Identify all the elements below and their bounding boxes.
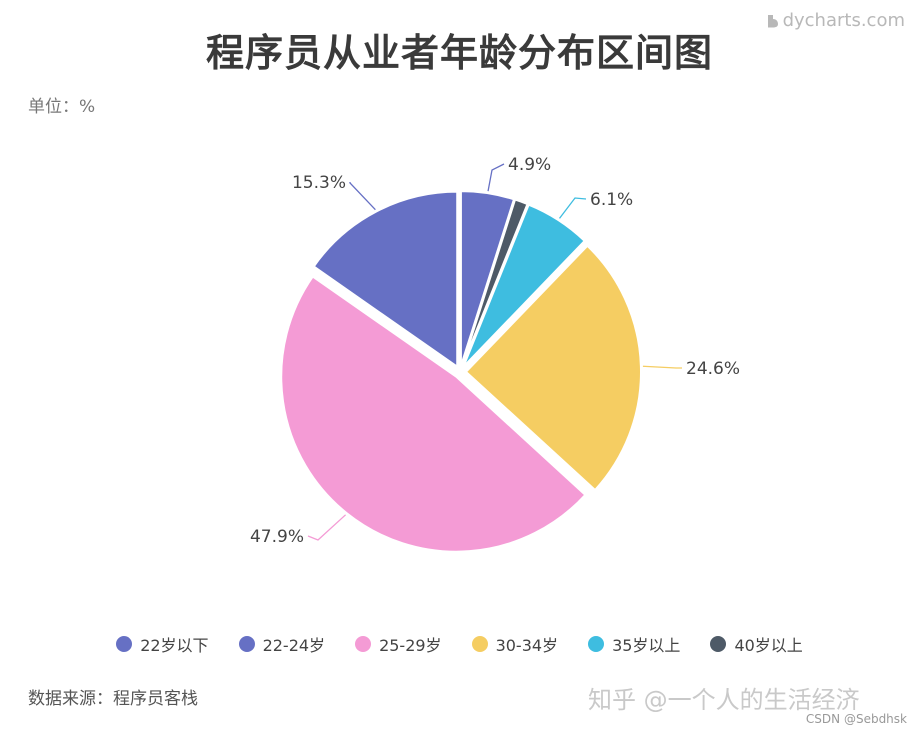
legend-item-0[interactable]: 22岁以下	[116, 632, 209, 656]
logo-text: dycharts.com	[782, 10, 905, 31]
legend-swatch-4	[588, 636, 605, 652]
dycharts-logo-icon	[767, 14, 778, 27]
data-label-3: 24.6%	[686, 359, 740, 379]
leader-line-3	[642, 365, 682, 369]
legend-swatch-1	[238, 636, 255, 652]
leader-line-2	[558, 197, 587, 219]
legend-swatch-3	[471, 636, 488, 652]
dycharts-logo[interactable]: dycharts.com	[765, 10, 905, 31]
pie-slice-3	[464, 244, 642, 491]
legend-swatch-0	[116, 636, 133, 652]
data-label-4: 47.9%	[250, 527, 304, 547]
data-source: 数据来源：程序员客栈	[28, 689, 198, 709]
pie-slice-0	[459, 190, 515, 368]
legend-item-2[interactable]: 25-29岁	[355, 632, 442, 656]
pie-slices	[280, 190, 642, 553]
csdn-watermark: CSDN @Sebdhsk	[805, 712, 907, 726]
legend-label-1: 22-24岁	[262, 636, 326, 655]
legend-item-4[interactable]: 35岁以上	[588, 632, 680, 656]
legend-item-1[interactable]: 22-24岁	[238, 632, 326, 656]
legend-swatch-2	[355, 636, 372, 652]
legend-label-3: 30-34岁	[495, 636, 559, 655]
chart-title: 程序员从业者年龄分布区间图	[205, 31, 713, 75]
pie-chart: 4.9% 6.1% 24.6% 47.9% 15.3%	[250, 155, 740, 553]
legend-item-5[interactable]: 40岁以上	[710, 632, 803, 656]
pie-labels: 4.9% 6.1% 24.6% 47.9% 15.3%	[250, 155, 740, 547]
legend-item-3[interactable]: 30-34岁	[471, 632, 559, 656]
legend-label-2: 25-29岁	[379, 636, 442, 655]
legend-label-4: 35岁以上	[612, 636, 681, 655]
data-label-0: 4.9%	[508, 155, 551, 175]
data-label-2: 6.1%	[590, 190, 633, 210]
leader-line-4	[307, 514, 347, 541]
leader-line-0	[487, 163, 505, 192]
leader-line-5	[349, 182, 376, 211]
pie-slice-1	[461, 198, 529, 368]
data-label-5: 15.3%	[292, 173, 346, 193]
legend-label-0: 22岁以下	[140, 636, 209, 655]
pie-slice-5	[312, 190, 459, 368]
zhihu-watermark: 知乎 @一个人的生活经济	[588, 686, 860, 714]
pie-slice-4	[280, 275, 587, 553]
chart-legend: 22岁以下 22-24岁 25-29岁 30-34岁 35岁以上 40岁以上	[0, 632, 919, 656]
legend-label-5: 40岁以上	[734, 636, 803, 655]
pie-slice-2	[462, 203, 586, 368]
unit-label: 单位：%	[28, 97, 96, 117]
legend-swatch-5	[710, 636, 727, 652]
